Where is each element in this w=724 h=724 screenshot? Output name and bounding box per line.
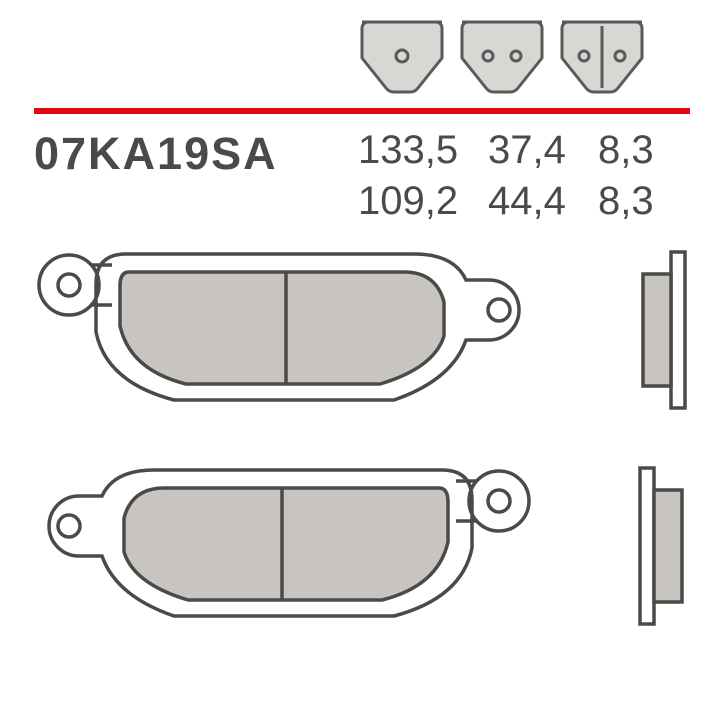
pad-upper-front [34, 240, 534, 420]
pad-icon-a [358, 18, 446, 96]
pad-lower-side [635, 456, 690, 636]
pad-lower-set [34, 456, 690, 636]
part-number: 07KA19SA [34, 128, 278, 180]
dim-a2: 109,2 [358, 179, 488, 224]
pad-upper-side [635, 240, 690, 420]
dim-b1: 37,4 [488, 128, 598, 173]
pad-lower-front [34, 456, 534, 636]
dim-b2: 44,4 [488, 179, 598, 224]
pad-icon-c [558, 18, 646, 96]
dims-row-2: 109,2 44,4 8,3 [358, 179, 678, 224]
pad-icon-b [458, 18, 546, 96]
dim-c2: 8,3 [598, 179, 678, 224]
dimensions-table: 133,5 37,4 8,3 109,2 44,4 8,3 [358, 128, 678, 230]
pad-upper-set [34, 240, 690, 420]
technical-drawings [34, 240, 690, 672]
dim-c1: 8,3 [598, 128, 678, 173]
dims-row-1: 133,5 37,4 8,3 [358, 128, 678, 173]
divider-rule [34, 108, 690, 114]
dim-a1: 133,5 [358, 128, 488, 173]
header-pad-icons [358, 18, 646, 96]
